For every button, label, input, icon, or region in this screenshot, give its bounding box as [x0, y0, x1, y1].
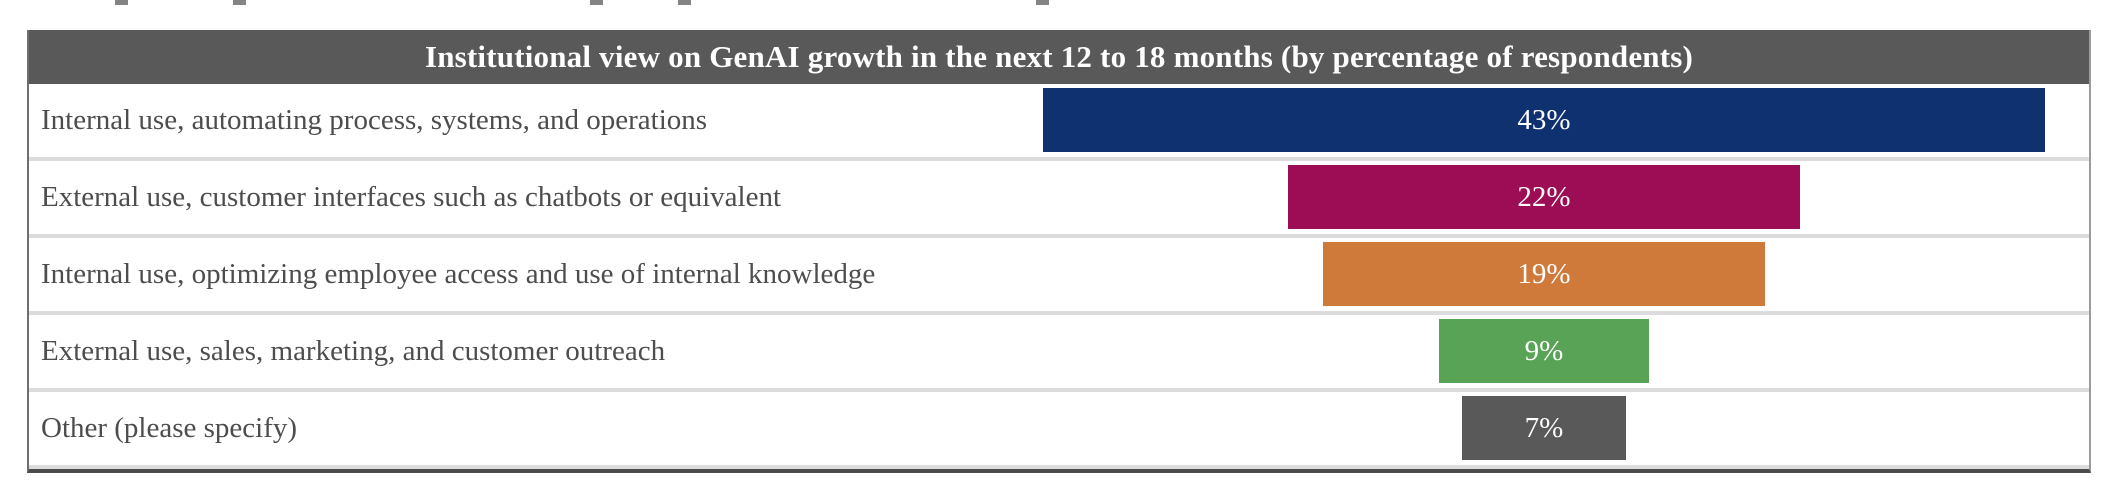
- bar-value-label: 9%: [1524, 335, 1564, 367]
- row-separator: [29, 388, 2089, 392]
- chart-frame: Institutional view on GenAI growth in th…: [27, 30, 2091, 473]
- bar-internal-automating: 43%: [1043, 88, 2045, 152]
- chart-row: External use, customer interfaces such a…: [29, 161, 2089, 234]
- chart-row: External use, sales, marketing, and cust…: [29, 315, 2089, 388]
- row-separator: [29, 234, 2089, 238]
- category-label: Internal use, automating process, system…: [41, 104, 708, 136]
- chart-row: Internal use, optimizing employee access…: [29, 238, 2089, 311]
- row-separator: [29, 157, 2089, 161]
- category-label: External use, customer interfaces such a…: [41, 181, 782, 213]
- row-separator: [29, 465, 2089, 469]
- chart-row: Internal use, automating process, system…: [29, 84, 2089, 157]
- chart-row: Other (please specify) 7%: [29, 392, 2089, 465]
- chart-title: Institutional view on GenAI growth in th…: [29, 30, 2089, 84]
- bar-value-label: 7%: [1524, 412, 1564, 444]
- category-label: Other (please specify): [41, 412, 298, 444]
- bar-value-label: 22%: [1517, 181, 1571, 213]
- bar-value-label: 43%: [1517, 104, 1571, 136]
- category-label: Internal use, optimizing employee access…: [41, 258, 876, 290]
- row-separator: [29, 311, 2089, 315]
- bar-external-sales-marketing: 9%: [1439, 319, 1649, 383]
- bar-external-chatbots: 22%: [1287, 165, 1801, 229]
- cropped-text-remnant: [0, 0, 2118, 8]
- category-label: External use, sales, marketing, and cust…: [41, 335, 666, 367]
- bar-other: 7%: [1462, 396, 1626, 460]
- bar-value-label: 19%: [1517, 258, 1571, 290]
- bar-internal-knowledge: 19%: [1322, 242, 1766, 306]
